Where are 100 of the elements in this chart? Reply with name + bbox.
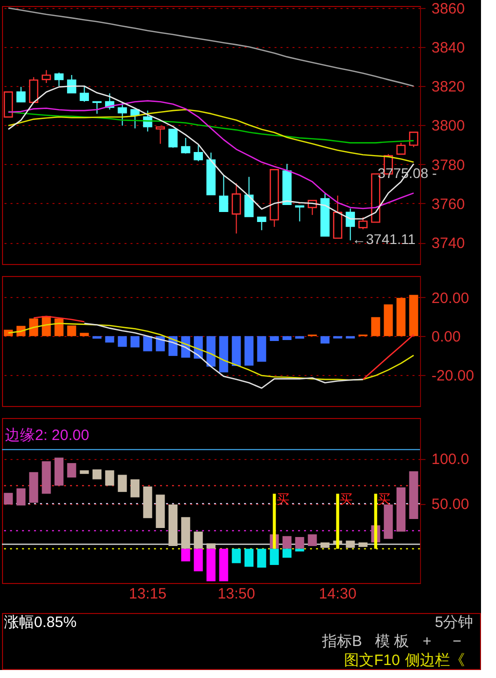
y-tick-label: 3740 [432,235,465,252]
y-tick-label: 100.0 [432,451,470,468]
bar [336,494,340,549]
bar [320,542,330,548]
candlestick [219,174,228,212]
bar [396,298,406,336]
y-tick-label: 3820 [432,78,465,96]
line-series [8,110,414,144]
candlestick [181,137,190,154]
candlestick [92,101,102,114]
candlestick [346,208,355,241]
line-series [8,7,414,87]
candlestick [358,216,368,230]
bar [143,486,152,518]
bar [206,548,216,582]
y-tick-label: 3760 [432,196,465,213]
data-label: 买 [340,492,353,507]
text: 模 板 [374,633,410,650]
candlestick [118,102,127,126]
bar [232,336,241,366]
data-label: 买 [276,492,290,507]
bar [270,548,279,565]
bar [384,304,393,336]
y-tick-label: -20.00 [432,367,474,384]
text: 侧边栏《 [405,652,465,669]
y-tick-label: 3800 [432,118,465,135]
bar [105,336,114,343]
bar [156,494,165,528]
annotation: ←3741.11 [352,231,416,247]
candlestick [67,74,76,94]
line-series [8,322,414,381]
bar [181,548,190,562]
data-label: 买 [378,492,391,507]
bar [130,336,140,348]
bar [29,472,38,503]
bar [257,336,266,362]
y-tick-label: 0.00 [432,328,461,346]
text: + [422,633,432,650]
bar [54,318,64,336]
bar [143,336,152,352]
line-series [8,108,414,163]
bar [219,548,228,582]
bar [181,517,190,549]
x-tick-label: 13:50 [218,586,256,602]
bar [409,294,418,336]
candlestick [16,86,26,102]
candlestick [396,142,406,155]
bar [272,494,276,549]
bar [308,534,317,546]
bar [29,318,38,336]
line-series [84,322,364,389]
candlestick [54,72,64,87]
bar [396,487,406,532]
bar [92,336,102,339]
bar [282,536,292,549]
bar [295,537,304,549]
bar [244,336,254,366]
candlestick [156,126,165,144]
bar [67,325,76,336]
bar [244,548,254,567]
bar [270,336,279,341]
bar [4,492,13,505]
annotation: 边缘2: 20.00 [5,427,90,444]
bar [92,469,102,480]
bar [67,463,76,478]
bar [156,336,165,352]
bar [358,542,368,547]
candlestick [80,86,89,102]
bar [295,548,304,552]
candlestick [409,132,418,148]
bar [80,470,89,474]
bar [282,548,292,558]
bar [232,548,241,564]
bar [409,471,418,519]
candlestick [232,182,241,234]
bar [282,336,292,340]
bar [346,540,355,548]
bar [384,504,393,539]
bar [80,332,89,336]
bar [257,548,266,568]
y-tick-label: 20.00 [432,290,470,307]
text: 图文F10 [344,652,400,669]
bar [168,504,178,546]
candlestick [244,176,254,218]
bar [320,336,330,344]
x-tick-label: 14:30 [318,586,356,602]
bar [206,543,216,549]
bar [42,461,51,494]
bar [16,488,26,506]
bar [219,336,228,372]
x-tick-label: 13:15 [128,586,166,602]
bar [105,470,114,486]
y-tick-label: 50.00 [432,496,470,514]
candlestick [257,216,266,231]
y-tick-label: 3840 [432,40,465,57]
candlestick [295,205,304,222]
text: 涨幅0.85% [4,614,77,631]
bar [295,336,304,339]
candlestick [42,70,51,84]
bar [194,548,203,572]
